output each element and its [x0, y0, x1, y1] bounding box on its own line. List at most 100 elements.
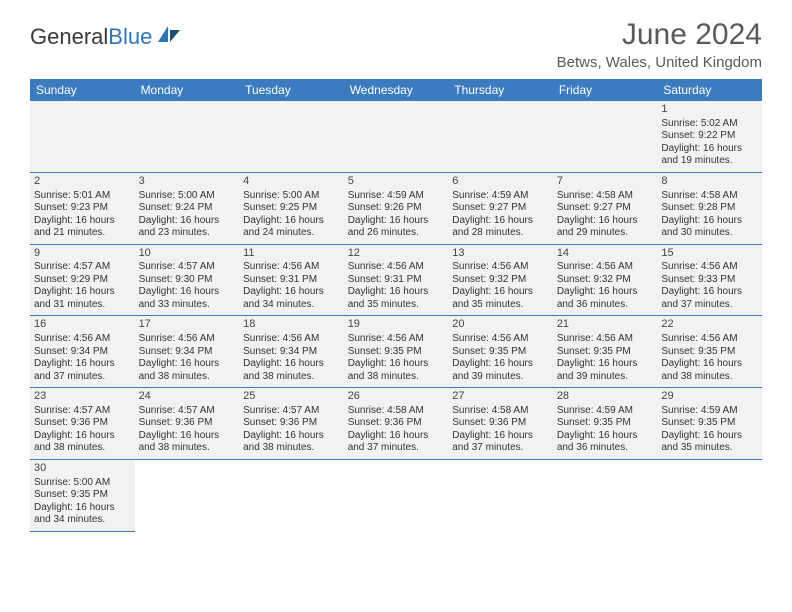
- calendar-day: 23Sunrise: 4:57 AMSunset: 9:36 PMDayligh…: [30, 388, 135, 460]
- calendar-week: 9Sunrise: 4:57 AMSunset: 9:29 PMDaylight…: [30, 244, 762, 316]
- day-number: 5: [348, 175, 445, 189]
- day-number: 21: [557, 318, 654, 332]
- day-header: Tuesday: [239, 79, 344, 101]
- calendar-day: 7Sunrise: 4:58 AMSunset: 9:27 PMDaylight…: [553, 172, 658, 244]
- calendar-week: 23Sunrise: 4:57 AMSunset: 9:36 PMDayligh…: [30, 388, 762, 460]
- day-number: 22: [661, 318, 758, 332]
- calendar-day: 15Sunrise: 4:56 AMSunset: 9:33 PMDayligh…: [657, 244, 762, 316]
- day-info: Sunrise: 4:57 AMSunset: 9:36 PMDaylight:…: [139, 405, 236, 455]
- day-number: 23: [34, 390, 131, 404]
- day-info: Sunrise: 4:56 AMSunset: 9:34 PMDaylight:…: [139, 333, 236, 383]
- day-number: 17: [139, 318, 236, 332]
- calendar-day: 4Sunrise: 5:00 AMSunset: 9:25 PMDaylight…: [239, 172, 344, 244]
- day-header: Monday: [135, 79, 240, 101]
- calendar-day: 8Sunrise: 4:58 AMSunset: 9:28 PMDaylight…: [657, 172, 762, 244]
- day-info: Sunrise: 4:57 AMSunset: 9:30 PMDaylight:…: [139, 261, 236, 311]
- day-info: Sunrise: 4:59 AMSunset: 9:27 PMDaylight:…: [452, 190, 549, 240]
- logo-text-general: General: [30, 24, 108, 50]
- day-info: Sunrise: 4:56 AMSunset: 9:31 PMDaylight:…: [348, 261, 445, 311]
- calendar-day: 28Sunrise: 4:59 AMSunset: 9:35 PMDayligh…: [553, 388, 658, 460]
- header-right: June 2024 Betws, Wales, United Kingdom: [557, 18, 762, 71]
- calendar-week: 2Sunrise: 5:01 AMSunset: 9:23 PMDaylight…: [30, 172, 762, 244]
- day-number: 20: [452, 318, 549, 332]
- calendar-day-empty: [448, 101, 553, 172]
- day-number: 19: [348, 318, 445, 332]
- day-number: 12: [348, 247, 445, 261]
- calendar-day-empty: [553, 459, 658, 531]
- calendar-day: 27Sunrise: 4:58 AMSunset: 9:36 PMDayligh…: [448, 388, 553, 460]
- calendar-day: 25Sunrise: 4:57 AMSunset: 9:36 PMDayligh…: [239, 388, 344, 460]
- calendar-week: 30Sunrise: 5:00 AMSunset: 9:35 PMDayligh…: [30, 459, 762, 531]
- calendar-day: 2Sunrise: 5:01 AMSunset: 9:23 PMDaylight…: [30, 172, 135, 244]
- day-info: Sunrise: 4:56 AMSunset: 9:32 PMDaylight:…: [452, 261, 549, 311]
- calendar-day-empty: [344, 101, 449, 172]
- calendar-day: 3Sunrise: 5:00 AMSunset: 9:24 PMDaylight…: [135, 172, 240, 244]
- calendar-day: 12Sunrise: 4:56 AMSunset: 9:31 PMDayligh…: [344, 244, 449, 316]
- calendar-day: 10Sunrise: 4:57 AMSunset: 9:30 PMDayligh…: [135, 244, 240, 316]
- calendar-day-empty: [344, 459, 449, 531]
- location-text: Betws, Wales, United Kingdom: [557, 54, 762, 71]
- logo: GeneralBlue: [30, 18, 182, 50]
- day-number: 16: [34, 318, 131, 332]
- calendar-day: 14Sunrise: 4:56 AMSunset: 9:32 PMDayligh…: [553, 244, 658, 316]
- calendar-day: 11Sunrise: 4:56 AMSunset: 9:31 PMDayligh…: [239, 244, 344, 316]
- calendar-day-empty: [553, 101, 658, 172]
- day-info: Sunrise: 4:56 AMSunset: 9:35 PMDaylight:…: [348, 333, 445, 383]
- day-info: Sunrise: 4:59 AMSunset: 9:26 PMDaylight:…: [348, 190, 445, 240]
- day-info: Sunrise: 4:56 AMSunset: 9:34 PMDaylight:…: [243, 333, 340, 383]
- day-number: 11: [243, 247, 340, 261]
- day-info: Sunrise: 4:56 AMSunset: 9:33 PMDaylight:…: [661, 261, 758, 311]
- calendar-day: 5Sunrise: 4:59 AMSunset: 9:26 PMDaylight…: [344, 172, 449, 244]
- calendar-day: 1Sunrise: 5:02 AMSunset: 9:22 PMDaylight…: [657, 101, 762, 172]
- calendar-day: 16Sunrise: 4:56 AMSunset: 9:34 PMDayligh…: [30, 316, 135, 388]
- calendar-day: 24Sunrise: 4:57 AMSunset: 9:36 PMDayligh…: [135, 388, 240, 460]
- month-title: June 2024: [557, 18, 762, 52]
- day-info: Sunrise: 5:00 AMSunset: 9:35 PMDaylight:…: [34, 477, 131, 527]
- day-header: Friday: [553, 79, 658, 101]
- calendar-page: GeneralBlue June 2024 Betws, Wales, Unit…: [0, 0, 792, 542]
- day-info: Sunrise: 4:57 AMSunset: 9:36 PMDaylight:…: [34, 405, 131, 455]
- day-info: Sunrise: 4:56 AMSunset: 9:35 PMDaylight:…: [661, 333, 758, 383]
- calendar-day: 30Sunrise: 5:00 AMSunset: 9:35 PMDayligh…: [30, 459, 135, 531]
- logo-text-blue: Blue: [108, 24, 152, 50]
- day-header: Sunday: [30, 79, 135, 101]
- day-info: Sunrise: 4:58 AMSunset: 9:28 PMDaylight:…: [661, 190, 758, 240]
- day-info: Sunrise: 5:01 AMSunset: 9:23 PMDaylight:…: [34, 190, 131, 240]
- day-number: 14: [557, 247, 654, 261]
- calendar-day-empty: [448, 459, 553, 531]
- calendar-week: 16Sunrise: 4:56 AMSunset: 9:34 PMDayligh…: [30, 316, 762, 388]
- day-info: Sunrise: 4:56 AMSunset: 9:32 PMDaylight:…: [557, 261, 654, 311]
- day-info: Sunrise: 5:00 AMSunset: 9:25 PMDaylight:…: [243, 190, 340, 240]
- day-info: Sunrise: 4:56 AMSunset: 9:35 PMDaylight:…: [452, 333, 549, 383]
- calendar-day: 18Sunrise: 4:56 AMSunset: 9:34 PMDayligh…: [239, 316, 344, 388]
- calendar-day-empty: [657, 459, 762, 531]
- day-number: 15: [661, 247, 758, 261]
- calendar-day-empty: [239, 101, 344, 172]
- calendar-day: 20Sunrise: 4:56 AMSunset: 9:35 PMDayligh…: [448, 316, 553, 388]
- calendar-day: 21Sunrise: 4:56 AMSunset: 9:35 PMDayligh…: [553, 316, 658, 388]
- day-number: 27: [452, 390, 549, 404]
- day-number: 9: [34, 247, 131, 261]
- day-number: 26: [348, 390, 445, 404]
- day-header: Wednesday: [344, 79, 449, 101]
- day-number: 1: [661, 103, 758, 117]
- day-info: Sunrise: 4:57 AMSunset: 9:36 PMDaylight:…: [243, 405, 340, 455]
- day-info: Sunrise: 4:56 AMSunset: 9:35 PMDaylight:…: [557, 333, 654, 383]
- calendar-day-empty: [135, 101, 240, 172]
- day-number: 4: [243, 175, 340, 189]
- day-number: 28: [557, 390, 654, 404]
- day-info: Sunrise: 4:59 AMSunset: 9:35 PMDaylight:…: [557, 405, 654, 455]
- day-number: 7: [557, 175, 654, 189]
- day-number: 6: [452, 175, 549, 189]
- day-info: Sunrise: 4:56 AMSunset: 9:34 PMDaylight:…: [34, 333, 131, 383]
- calendar-day-empty: [135, 459, 240, 531]
- day-number: 18: [243, 318, 340, 332]
- day-header: Thursday: [448, 79, 553, 101]
- calendar-day-empty: [30, 101, 135, 172]
- calendar-body: 1Sunrise: 5:02 AMSunset: 9:22 PMDaylight…: [30, 101, 762, 531]
- day-number: 24: [139, 390, 236, 404]
- page-header: GeneralBlue June 2024 Betws, Wales, Unit…: [30, 18, 762, 71]
- day-header-row: SundayMondayTuesdayWednesdayThursdayFrid…: [30, 79, 762, 101]
- calendar-day: 9Sunrise: 4:57 AMSunset: 9:29 PMDaylight…: [30, 244, 135, 316]
- day-info: Sunrise: 4:58 AMSunset: 9:36 PMDaylight:…: [452, 405, 549, 455]
